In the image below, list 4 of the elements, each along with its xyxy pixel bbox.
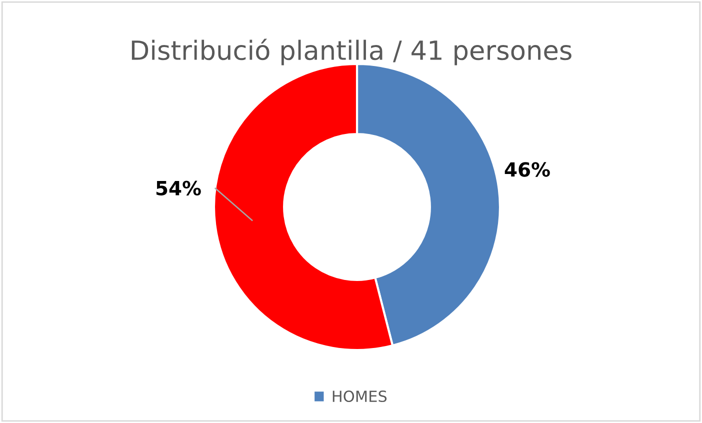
chart-title: Distribució plantilla / 41 persones (132, 38, 572, 66)
legend-label: HOMES (332, 390, 387, 402)
data-label: 54% (156, 180, 201, 196)
data-label: 46% (504, 162, 550, 177)
